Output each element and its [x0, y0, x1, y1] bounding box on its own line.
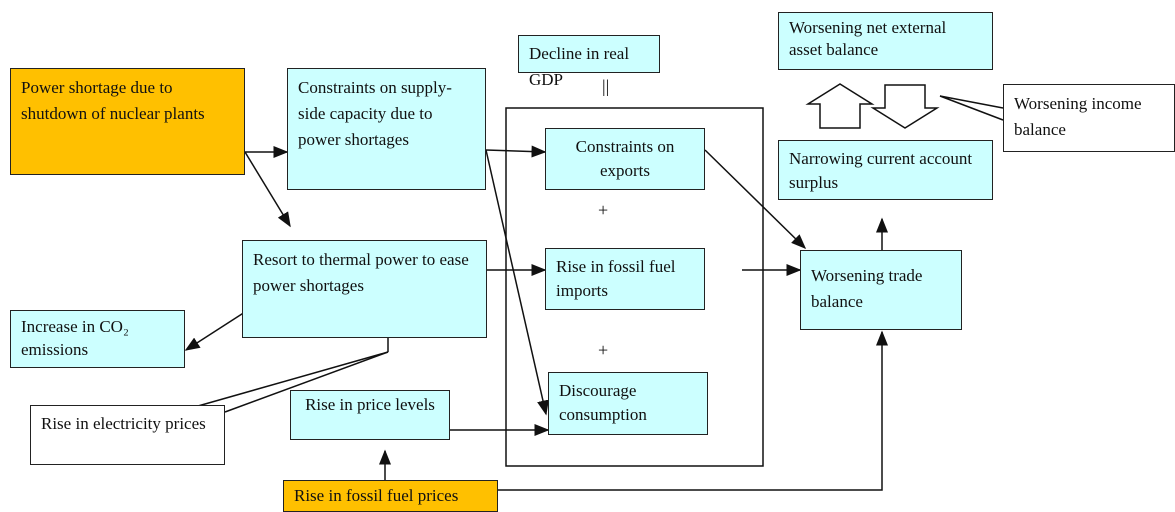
node: Narrowing current account surplus	[778, 140, 993, 200]
node: Worsening income balance	[1003, 84, 1175, 152]
down-arrow	[870, 84, 940, 129]
plus-sign: +	[598, 340, 609, 360]
arrow	[485, 145, 547, 158]
arrow	[704, 149, 807, 250]
arrow	[244, 151, 291, 228]
node: Constraints on supply-side capacity due …	[287, 68, 486, 190]
node: Rise in price levels	[290, 390, 450, 440]
plus-sign: +	[598, 200, 609, 220]
node: Discourage consumption	[548, 372, 708, 435]
arrow	[485, 149, 549, 416]
node: Resort to thermal power to ease power sh…	[242, 240, 487, 338]
arrow	[184, 311, 246, 351]
equals-sign: ||	[602, 76, 610, 96]
up-arrow	[805, 83, 875, 129]
arrow	[498, 330, 888, 491]
group-frame	[505, 107, 764, 467]
node: Worsening trade balance	[800, 250, 962, 330]
node: Rise in electricity prices	[30, 405, 225, 465]
callout-line	[224, 351, 389, 413]
node: Increase in CO₂ emissions	[10, 310, 185, 368]
node: Worsening net external asset balance	[778, 12, 993, 70]
node: Decline in real GDP	[518, 35, 660, 89]
node: Rise in fossil fuel imports	[545, 248, 705, 310]
callout-line	[939, 95, 1004, 121]
node: Constraints on exports	[545, 128, 705, 190]
callout-line	[197, 351, 389, 407]
node: Rise in fossil fuel prices	[283, 480, 498, 512]
node: Power shortage due to shutdown of nuclea…	[10, 68, 245, 175]
